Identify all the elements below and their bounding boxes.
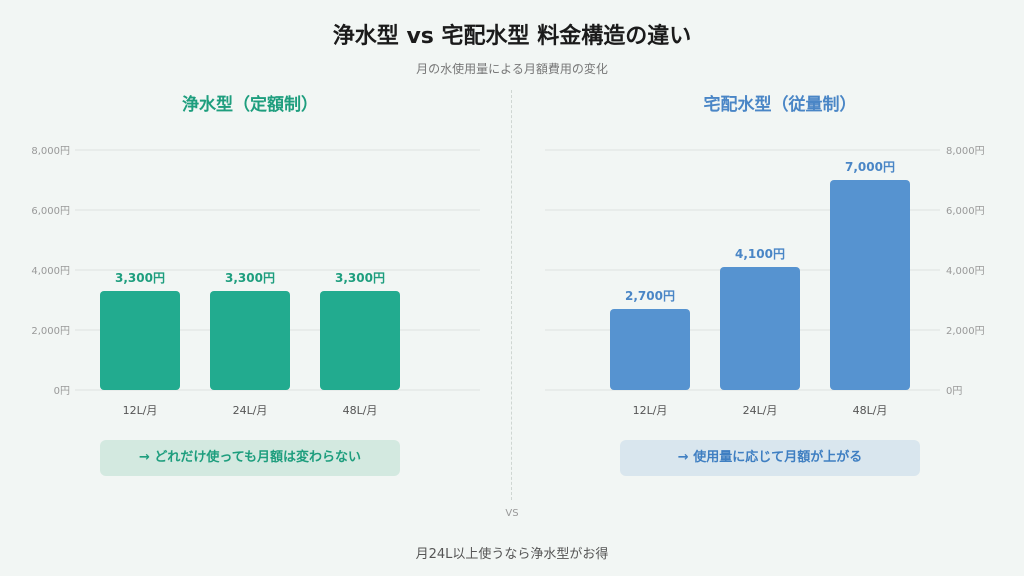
page-title: 浄水型 vs 宅配水型 料金構造の違い bbox=[332, 24, 692, 49]
right-ytick-label: 8,000円 bbox=[946, 146, 985, 157]
left-chart-note: → どれだけ使っても月額は変わらない bbox=[100, 440, 400, 476]
right-chart-title: 宅配水型（従量制） bbox=[703, 95, 857, 115]
right-bar bbox=[830, 180, 910, 390]
right-category-label: 24L/月 bbox=[743, 404, 778, 417]
right-bar bbox=[610, 309, 690, 390]
left-ytick-label: 4,000円 bbox=[31, 266, 70, 277]
left-bar-value-label: 3,300円 bbox=[115, 271, 165, 285]
left-category-label: 24L/月 bbox=[233, 404, 268, 417]
right-category-label: 48L/月 bbox=[853, 404, 888, 417]
left-ytick-label: 6,000円 bbox=[31, 206, 70, 217]
left-category-label: 48L/月 bbox=[343, 404, 378, 417]
right-bar bbox=[720, 267, 800, 390]
right-ytick-label: 2,000円 bbox=[946, 326, 985, 337]
left-bar bbox=[320, 291, 400, 390]
left-category-label: 12L/月 bbox=[123, 404, 158, 417]
left-chart-title: 浄水型（定額制） bbox=[182, 95, 318, 115]
left-ytick-label: 8,000円 bbox=[31, 146, 70, 157]
center-divider bbox=[511, 90, 512, 500]
left-bar bbox=[100, 291, 180, 390]
right-bar-value-label: 4,100円 bbox=[735, 247, 785, 261]
left-bar-value-label: 3,300円 bbox=[335, 271, 385, 285]
left-ytick-label: 2,000円 bbox=[31, 326, 70, 337]
left-ytick-label: 0円 bbox=[54, 386, 70, 397]
left-bar-value-label: 3,300円 bbox=[225, 271, 275, 285]
vs-label: VS bbox=[505, 508, 519, 519]
right-bar-value-label: 7,000円 bbox=[845, 160, 895, 174]
page-subtitle: 月の水使用量による月額費用の変化 bbox=[416, 62, 608, 76]
right-category-label: 12L/月 bbox=[633, 404, 668, 417]
right-chart-note: → 使用量に応じて月額が上がる bbox=[620, 440, 920, 476]
left-bar bbox=[210, 291, 290, 390]
right-ytick-label: 0円 bbox=[946, 386, 962, 397]
right-ytick-label: 4,000円 bbox=[946, 266, 985, 277]
right-bar-value-label: 2,700円 bbox=[625, 289, 675, 303]
right-ytick-label: 6,000円 bbox=[946, 206, 985, 217]
footer-conclusion: 月24L以上使うなら浄水型がお得 bbox=[415, 547, 609, 562]
